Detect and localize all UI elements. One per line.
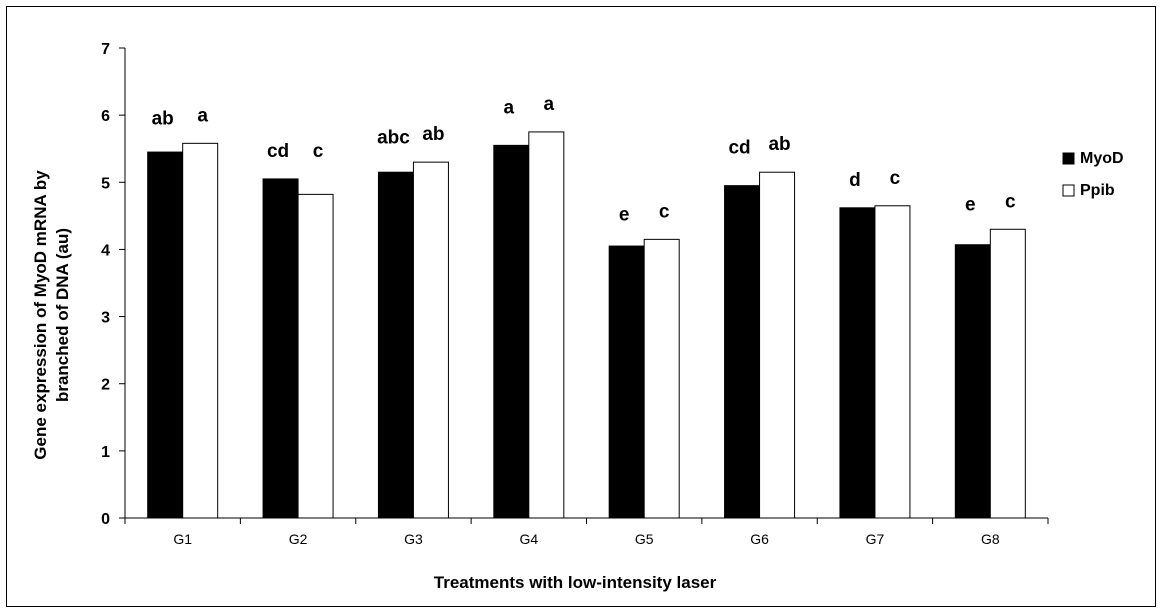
legend: MyoD Ppib: [1062, 150, 1124, 199]
bar-ppib-g7: [874, 205, 911, 519]
significance-label: a: [197, 105, 208, 126]
significance-label: c: [313, 141, 324, 162]
bar-myod-g2: [262, 178, 299, 519]
x-tick-label: G2: [289, 531, 308, 547]
significance-label: ab: [768, 134, 790, 155]
bar-ppib-g8: [989, 228, 1026, 519]
bar-myod-g4: [493, 144, 530, 519]
legend-swatch-myod: [1062, 152, 1075, 165]
y-axis-title-line-1: Gene expression of MyoD mRNA by: [31, 170, 50, 460]
significance-label: ab: [422, 124, 444, 145]
bar-ppib-g1: [182, 142, 219, 519]
significance-label: d: [849, 170, 861, 191]
legend-label-ppib: Ppib: [1080, 182, 1115, 199]
bar-ppib-g4: [528, 131, 565, 519]
significance-label: c: [1005, 191, 1016, 212]
bar-ppib-g2: [297, 193, 334, 519]
significance-label: e: [965, 195, 976, 216]
significance-label: c: [890, 168, 901, 189]
x-tick-label: G3: [404, 531, 423, 547]
y-tick-label: 4: [101, 242, 110, 259]
x-tick-label: G7: [866, 531, 885, 547]
x-tick-label: G8: [981, 531, 1000, 547]
y-axis-title: Gene expression of MyoD mRNA by branched…: [31, 170, 72, 460]
significance-label: abc: [377, 128, 410, 149]
legend-swatch-ppib: [1062, 184, 1075, 197]
significance-label: a: [504, 97, 515, 118]
significance-label: e: [619, 205, 630, 226]
bar-ppib-g3: [412, 161, 449, 519]
bar-myod-g1: [147, 151, 184, 519]
bar-myod-g6: [724, 185, 761, 519]
bar-myod-g7: [839, 207, 876, 519]
significance-label: a: [544, 94, 555, 115]
bar-ppib-g5: [643, 238, 680, 519]
bar-ppib-g6: [759, 171, 796, 519]
legend-label-myod: MyoD: [1080, 150, 1124, 167]
bar-myod-g8: [954, 244, 991, 519]
significance-label: cd: [728, 138, 750, 159]
y-tick-label: 5: [101, 175, 110, 192]
x-axis-title: Treatments with low-intensity laser: [434, 573, 717, 592]
y-tick-label: 6: [101, 108, 110, 125]
bar-myod-g5: [608, 245, 645, 519]
y-tick-label: 7: [101, 41, 110, 58]
y-tick-label: 2: [101, 377, 110, 394]
x-tick-label: G1: [173, 531, 192, 547]
x-tick-label: G6: [750, 531, 769, 547]
y-tick-label: 1: [101, 444, 110, 461]
x-tick-label: G5: [635, 531, 654, 547]
y-tick-label: 3: [101, 310, 110, 327]
significance-label: ab: [152, 109, 174, 130]
bar-myod-g3: [377, 171, 414, 519]
y-axis-title-line-2: branched of DNA (au): [53, 228, 72, 402]
significance-label: cd: [267, 141, 289, 162]
x-tick-label: G4: [519, 531, 538, 547]
significance-label: c: [659, 201, 670, 222]
y-tick-label: 0: [101, 511, 110, 528]
